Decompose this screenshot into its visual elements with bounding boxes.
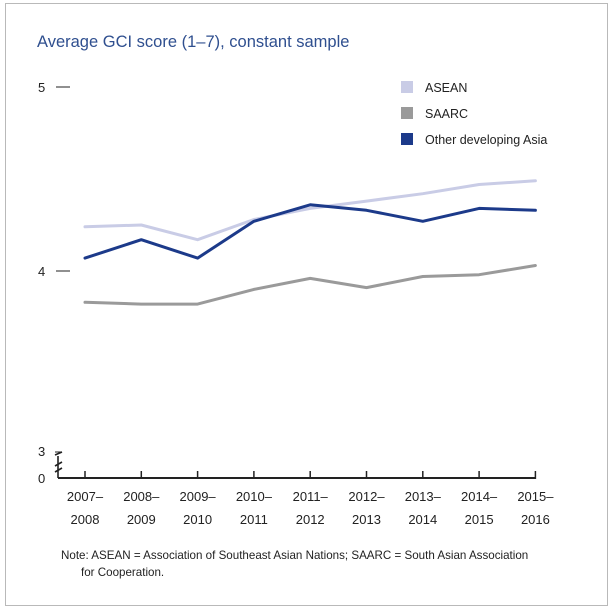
x-tick-label: 2011– — [293, 489, 329, 504]
x-tick-label: 2010– — [236, 489, 273, 504]
series-line-asean — [83, 179, 537, 242]
series-lines — [83, 179, 537, 306]
x-tick-label: 2014– — [461, 489, 498, 504]
y-tick-label-3: 3 — [38, 444, 45, 459]
x-tick-label: 2009 — [127, 512, 156, 527]
legend: ASEAN SAARC Other developing Asia — [401, 81, 547, 147]
footnote: Note: ASEAN = Association of Southeast A… — [61, 547, 606, 581]
x-tick-label: 2012 — [296, 512, 325, 527]
x-tick-label: 2015 — [465, 512, 494, 527]
x-tick-label: 2007– — [67, 489, 104, 504]
legend-swatch-saarc — [401, 107, 413, 119]
x-tick-label: 2009– — [180, 489, 217, 504]
legend-label-other-developing-asia: Other developing Asia — [425, 133, 547, 147]
legend-label-asean: ASEAN — [425, 81, 467, 95]
axes: 5 4 3 0 2007– 2008 2008– 2009 2009– 2010 2010– 2011… — [38, 80, 554, 527]
x-tick-label: 2016 — [521, 512, 550, 527]
series-line-saarc — [83, 264, 537, 306]
figure-frame — [5, 3, 608, 606]
footnote-line-1: Note: ASEAN = Association of Southeast A… — [61, 549, 529, 562]
y-tick-label-4: 4 — [38, 264, 45, 279]
footnote-line-2: for Cooperation. — [81, 566, 165, 579]
y-tick-label-5: 5 — [38, 80, 45, 95]
legend-label-saarc: SAARC — [425, 107, 468, 121]
legend-swatch-other-developing-asia — [401, 133, 413, 145]
y-tick-label-0: 0 — [38, 471, 45, 486]
x-tick-label: 2013– — [405, 489, 442, 504]
x-tick-label: 2014 — [408, 512, 437, 527]
x-tick-label: 2013 — [352, 512, 381, 527]
x-tick-label: 2012– — [348, 489, 385, 504]
chart-title: Average GCI score (1–7), constant sample — [37, 33, 350, 51]
x-tick-label: 2011 — [240, 512, 268, 527]
series-line-other-developing-asia — [83, 203, 537, 260]
x-tick-label: 2008 — [71, 512, 100, 527]
x-tick-label: 2008– — [123, 489, 160, 504]
legend-swatch-asean — [401, 81, 413, 93]
x-tick-label: 2015– — [517, 489, 554, 504]
x-tick-label: 2010 — [183, 512, 212, 527]
